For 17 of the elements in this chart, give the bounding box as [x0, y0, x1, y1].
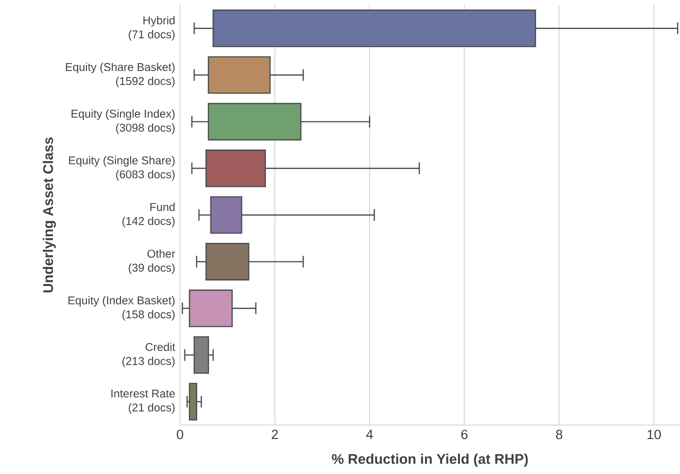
y-tick-label: Fund (142 docs) [122, 202, 175, 228]
y-tick-label: Hybrid (71 docs) [128, 16, 175, 41]
y-tick-label: Credit (213 docs) [122, 342, 176, 368]
x-tick-label: 4 [366, 430, 373, 439]
y-axis-title: Underlying Asset Class [42, 137, 56, 292]
x-tick-label: 10 [648, 430, 661, 440]
y-tick-label: Equity (Share Basket) (1592 docs) [66, 62, 175, 88]
x-axis-title: % Reduction in Yield (at RHP) [332, 454, 528, 467]
y-tick-label: Interest Rate (21 docs) [111, 390, 175, 414]
y-tick-label: Other (39 docs) [128, 249, 176, 274]
x-tick-label: 2 [272, 430, 278, 440]
x-tick-label: 6 [461, 430, 468, 440]
x-tick-label: 8 [556, 430, 562, 440]
y-tick-label: Equity (Single Index) (3098 docs) [72, 109, 175, 134]
y-tick-label: Equity (Single Share) (6083 docs) [69, 156, 175, 181]
y-tick-label: Equity (Index Basket) (158 docs) [68, 296, 175, 321]
x-tick-label: 0 [176, 430, 184, 440]
